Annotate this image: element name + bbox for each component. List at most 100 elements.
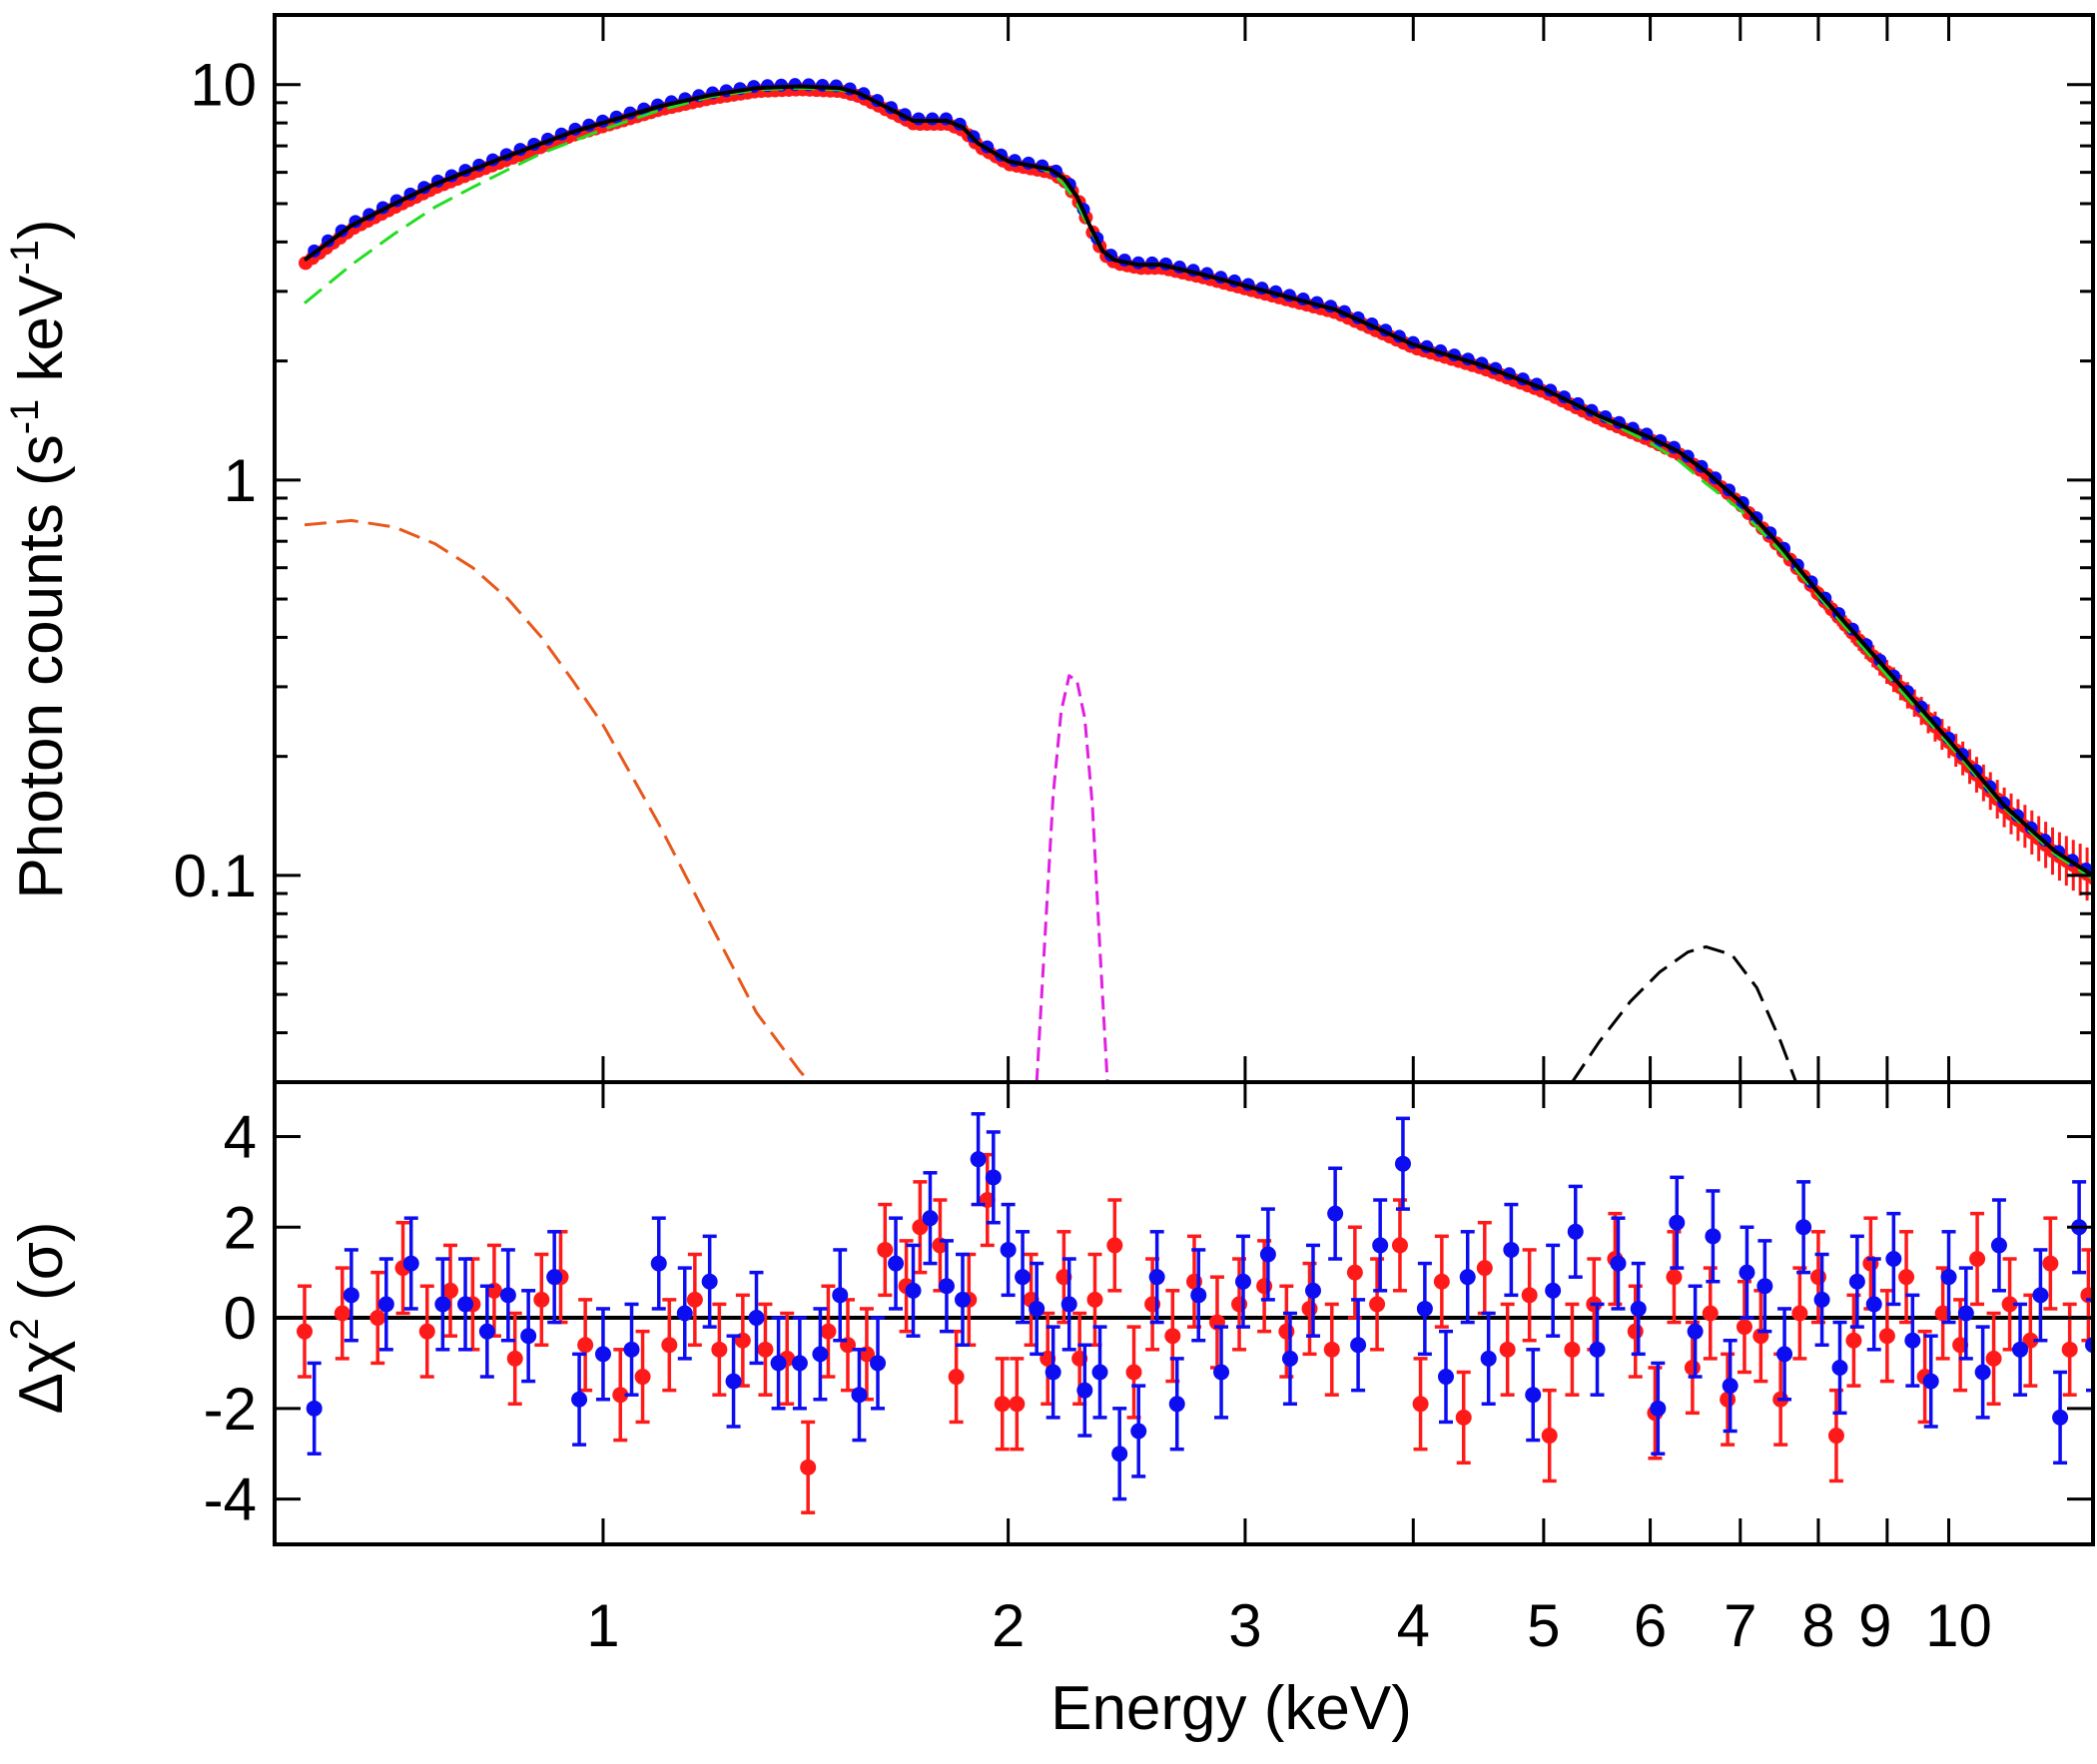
residual-point-dataset-2	[1000, 1241, 1017, 1258]
residual-point-dataset-2	[1650, 1400, 1667, 1417]
residual-point-dataset-1	[1845, 1332, 1862, 1349]
residual-point-dataset-1	[1684, 1359, 1701, 1376]
residual-point-dataset-1	[1009, 1396, 1026, 1413]
residual-point-dataset-1	[1455, 1409, 1472, 1426]
residual-point-dataset-1	[1433, 1273, 1450, 1290]
residual-point-dataset-1	[1412, 1396, 1429, 1413]
residual-point-dataset-1	[334, 1305, 350, 1322]
residual-point-dataset-1	[948, 1369, 965, 1386]
residual-point-dataset-2	[546, 1269, 563, 1286]
model-component-black	[1571, 944, 1798, 1082]
residual-point-dataset-2	[1885, 1251, 1902, 1268]
x-tick-label: 9	[1858, 1592, 1891, 1659]
residual-point-dataset-1	[1256, 1278, 1273, 1295]
residual-point-dataset-1	[1809, 1269, 1826, 1286]
residual-point-dataset-2	[1045, 1364, 1061, 1381]
residual-point-dataset-2	[791, 1355, 808, 1372]
residual-y-tick-label: 0	[224, 1285, 257, 1352]
residual-point-dataset-2	[594, 1346, 611, 1363]
residual-point-dataset-1	[1346, 1264, 1363, 1281]
residual-y-tick-label: -4	[204, 1467, 257, 1533]
residual-point-dataset-2	[623, 1341, 640, 1358]
residual-point-dataset-1	[1521, 1287, 1538, 1304]
residual-y-tick-label: 2	[224, 1194, 257, 1261]
residual-point-dataset-2	[1865, 1296, 1882, 1313]
spectrum-y-tick-label: 10	[190, 52, 257, 119]
residual-point-dataset-2	[1350, 1337, 1367, 1354]
residual-point-dataset-1	[442, 1282, 459, 1299]
x-tick-label: 10	[1925, 1592, 1992, 1659]
spectrum-point-dataset-2	[926, 112, 940, 126]
residual-point-dataset-1	[1369, 1296, 1386, 1313]
residual-y-tick-label: 4	[224, 1103, 257, 1170]
residual-point-dataset-2	[1831, 1359, 1848, 1376]
residual-point-dataset-2	[1705, 1228, 1722, 1245]
residual-point-dataset-2	[1259, 1246, 1276, 1263]
residual-point-dataset-2	[343, 1287, 359, 1304]
residual-point-dataset-2	[1111, 1446, 1128, 1463]
residual-point-dataset-1	[1898, 1269, 1915, 1286]
residual-point-dataset-2	[1990, 1237, 2007, 1254]
residual-y-axis-label: Δχ2 (σ)	[3, 1221, 76, 1414]
residual-point-dataset-2	[748, 1310, 765, 1327]
residual-point-dataset-1	[711, 1341, 728, 1358]
residual-point-dataset-1	[800, 1459, 817, 1475]
residual-point-dataset-1	[506, 1350, 523, 1367]
residual-point-dataset-1	[1736, 1319, 1752, 1336]
residual-point-dataset-1	[1934, 1305, 1951, 1322]
residual-point-dataset-2	[1974, 1364, 1991, 1381]
residual-point-dataset-2	[1304, 1282, 1321, 1299]
residual-point-dataset-1	[369, 1310, 386, 1327]
residual-point-dataset-1	[1969, 1251, 1986, 1268]
residual-point-dataset-1	[1106, 1237, 1123, 1254]
residual-point-dataset-1	[577, 1337, 594, 1354]
residual-point-dataset-2	[970, 1151, 987, 1168]
residual-point-dataset-2	[1813, 1291, 1830, 1308]
residual-point-dataset-2	[701, 1273, 718, 1290]
residual-point-dataset-2	[2012, 1341, 2029, 1358]
x-tick-label: 5	[1527, 1592, 1560, 1659]
residual-point-dataset-2	[870, 1355, 887, 1372]
residual-point-dataset-2	[1015, 1269, 1032, 1286]
residual-point-dataset-2	[1848, 1273, 1865, 1290]
x-tick-label: 7	[1724, 1592, 1756, 1659]
residual-point-dataset-2	[1480, 1350, 1497, 1367]
residual-point-dataset-2	[1394, 1155, 1411, 1172]
x-tick-label: 1	[586, 1592, 619, 1659]
residual-point-dataset-1	[1086, 1291, 1103, 1308]
residual-point-dataset-1	[634, 1369, 651, 1386]
residual-point-dataset-1	[1164, 1328, 1181, 1345]
residual-point-dataset-2	[1060, 1296, 1077, 1313]
residual-panel-frame	[273, 1080, 2095, 1546]
residual-point-dataset-2	[1503, 1241, 1520, 1258]
x-tick-label: 2	[992, 1592, 1025, 1659]
residual-point-dataset-2	[1091, 1364, 1108, 1381]
residual-point-dataset-1	[1499, 1341, 1516, 1358]
residual-point-dataset-1	[2001, 1296, 2018, 1313]
residual-point-dataset-1	[1301, 1300, 1318, 1317]
spectrum-y-axis-label: Photon counts (s-1 keV-1)	[3, 219, 76, 898]
residual-point-dataset-1	[661, 1337, 678, 1354]
residual-point-dataset-2	[985, 1169, 1002, 1186]
residual-point-dataset-2	[1722, 1378, 1739, 1395]
residual-point-dataset-1	[1827, 1428, 1844, 1445]
residual-point-dataset-2	[812, 1346, 829, 1363]
residual-point-dataset-2	[1922, 1373, 1939, 1390]
residual-point-dataset-2	[1372, 1237, 1389, 1254]
residual-point-dataset-2	[1904, 1332, 1921, 1349]
residual-point-dataset-2	[434, 1296, 451, 1313]
model-component-orange	[304, 518, 812, 1082]
residual-point-dataset-2	[1234, 1273, 1251, 1290]
residual-point-dataset-2	[1545, 1282, 1562, 1299]
residual-point-dataset-2	[1281, 1350, 1298, 1367]
spectrum-y-tick-label: 1	[224, 447, 257, 514]
residual-point-dataset-2	[1589, 1341, 1606, 1358]
model-component-green	[304, 86, 2093, 881]
residual-point-dataset-2	[520, 1328, 537, 1345]
spectrum-y-tick-label: 0.1	[174, 843, 257, 909]
residual-point-dataset-2	[1940, 1269, 1957, 1286]
residual-point-dataset-2	[1168, 1396, 1185, 1413]
residual-point-dataset-1	[2022, 1332, 2039, 1349]
residual-point-dataset-2	[1029, 1300, 1046, 1317]
residual-point-dataset-1	[2061, 1341, 2078, 1358]
